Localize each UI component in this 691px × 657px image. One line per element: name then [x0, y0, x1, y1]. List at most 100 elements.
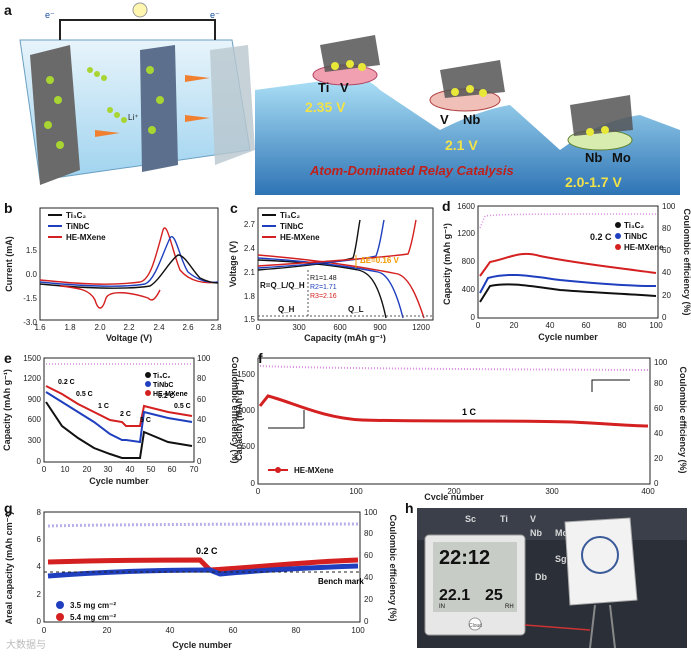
plot-frame	[257, 207, 434, 321]
metal-label: Mo	[612, 150, 631, 165]
rate-label: 5 C	[140, 417, 151, 424]
y-ticks: 0 300 600 900 1200 1500	[23, 354, 41, 466]
tick-label: 10	[61, 465, 70, 474]
rate-tinbc	[45, 391, 193, 444]
tick-label: 300	[28, 436, 42, 445]
rate-label: 0.2 C	[590, 232, 612, 242]
r3-label: R3=2.16	[310, 293, 337, 300]
element-symbol: Sg	[555, 554, 567, 564]
cv-curve-tinbc	[39, 235, 219, 287]
panel-label: g	[4, 500, 13, 516]
tick-label: 500	[242, 442, 256, 451]
capacity-hemx	[258, 394, 649, 428]
element-symbol: Sc	[465, 514, 476, 524]
mxene-sheet-3	[570, 95, 633, 136]
tick-label: 40	[654, 429, 663, 438]
tick-label: 30	[104, 465, 113, 474]
tick-label: 80	[364, 529, 373, 538]
x-axis-label: Voltage (V)	[106, 333, 152, 343]
y-ticks: 0 400 800 1200 1600	[457, 202, 475, 322]
tick-label: 0.0	[26, 270, 38, 279]
legend-item: TiNbC	[624, 232, 648, 241]
tick-label: 1.5	[244, 315, 256, 324]
element-symbol: Db	[535, 572, 547, 582]
rate-label: 2 C	[120, 411, 131, 418]
legend-item: 5.4 mg cm⁻²	[70, 613, 116, 622]
lcd-time: 22:12	[439, 547, 490, 569]
plot-frame	[43, 511, 361, 623]
legend-marker	[275, 467, 281, 473]
x-ticks: 0 10 20 30 40 50 60 70	[42, 465, 199, 474]
delta-e-label: ΔE=0.16 V	[360, 256, 400, 265]
cv-reduction-hemx	[59, 285, 161, 309]
rate-label: 0.2 C	[196, 546, 218, 556]
voltage-label: 2.1 V	[445, 137, 478, 153]
circuit-wire	[59, 19, 216, 40]
cell-tab	[589, 604, 596, 649]
tick-label: 2.8	[210, 323, 222, 332]
metal-label: V	[440, 112, 449, 127]
capacity-hemx	[479, 252, 657, 277]
li-ion-label: Li⁺	[128, 113, 138, 122]
tick-label: 1.8	[244, 292, 256, 301]
tick-label: 400	[462, 285, 476, 294]
capacity-tinbc	[479, 273, 657, 294]
pouch-cell	[564, 517, 638, 606]
y2-ticks: 0 20 40 60 80 100	[662, 202, 676, 322]
tick-label: 2.1	[244, 268, 256, 277]
panel-label: c	[230, 200, 238, 216]
lightbulb-icon	[132, 2, 148, 18]
sulfur-clusters	[331, 60, 609, 136]
tick-label: 40	[197, 415, 206, 424]
element-symbol: Ti	[500, 514, 508, 524]
tick-label: 60	[197, 395, 206, 404]
tick-label: 0	[37, 617, 42, 626]
tick-label: 4	[37, 562, 42, 571]
tick-label: 100	[649, 321, 663, 330]
legend-item: Ti₃C₂	[66, 211, 86, 220]
cv-curve-ti3c2	[39, 254, 219, 289]
legend: 3.5 mg cm⁻² 5.4 mg cm⁻²	[56, 601, 116, 622]
lcd-temperature: 22.1	[439, 587, 470, 604]
x-ticks: 1.6 1.8 2.0 2.2 2.4 2.6 2.8	[34, 323, 222, 332]
lcd-unit-label: RH	[505, 604, 514, 610]
electrode-left	[30, 45, 80, 185]
tick-label: 60	[582, 321, 591, 330]
y2-axis-label: Coulombic efficiency (%)	[230, 356, 240, 463]
areal-54	[47, 557, 359, 573]
tick-label: 2.7	[244, 220, 256, 229]
y-ticks: 0 2 4 6 8	[37, 508, 42, 626]
tick-label: 20	[654, 454, 663, 463]
r1-label: R1=1.48	[310, 275, 337, 282]
tick-label: 300	[545, 487, 559, 496]
tick-label: 0	[471, 313, 476, 322]
cycling-chart: 0.2 C Ti₃C₂ TiNbC HE-MXene 0 20 40 60 80…	[442, 202, 691, 342]
tick-label: 20	[83, 465, 92, 474]
tick-label: 0	[42, 465, 47, 474]
tick-label: 2.4	[244, 244, 256, 253]
electron-label: e⁻	[210, 10, 220, 20]
lcd-screen	[433, 542, 517, 612]
y-axis-label: Capacity (mAh g⁻¹)	[234, 379, 244, 461]
y-axis-label: Capacity (mAh g⁻¹)	[442, 223, 452, 305]
x-axis-label: Cycle number	[424, 492, 484, 500]
voltage-label: 2.35 V	[305, 99, 346, 115]
rate-ti3c2	[45, 401, 193, 459]
plot-frame	[257, 357, 651, 485]
metal-label: Nb	[585, 150, 602, 165]
tick-label: 0	[197, 457, 202, 466]
metal-label: V	[340, 80, 349, 95]
discharge-hemx	[257, 254, 425, 319]
tick-label: 1200	[457, 229, 475, 238]
tick-label: 20	[197, 436, 206, 445]
x-axis-label: Capacity (mAh g⁻¹)	[304, 333, 386, 343]
tick-label: 80	[654, 379, 663, 388]
panel-label: a	[4, 2, 12, 18]
areal-capacity-chart: Bench mark 0.2 C 3.5 mg cm⁻² 5.4 mg cm⁻²…	[4, 508, 398, 650]
tick-label: 60	[364, 551, 373, 560]
legend: Ti₃C₂ TiNbC HE-MXene	[48, 211, 106, 242]
tick-label: 40	[364, 573, 373, 582]
university-logo	[581, 536, 619, 574]
watermark: 大数据与	[6, 640, 46, 651]
legend-item: HE-MXene	[153, 391, 188, 398]
